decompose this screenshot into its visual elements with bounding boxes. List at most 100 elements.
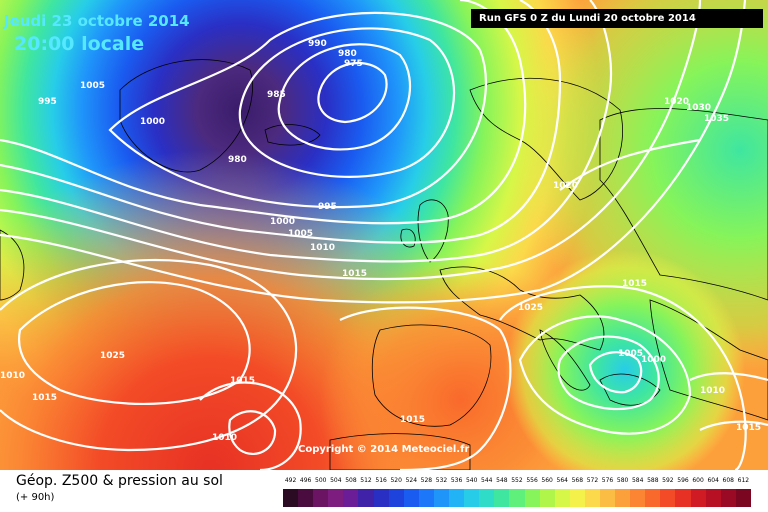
scale-swatch	[554, 489, 570, 507]
scale-value-label: 604	[707, 477, 719, 484]
scale-value-label: 568	[571, 477, 584, 484]
scale-swatch	[599, 489, 616, 507]
scale-swatch	[343, 489, 359, 507]
isobar-label: 1010	[310, 243, 335, 253]
isobar-label: 995	[38, 97, 57, 107]
isobar-label-group: 1005 1000 995 990 980 975 985 980 1000 1…	[0, 39, 761, 443]
color-scale-labels: 492 496 500 504 508 512 516 520 524 528 532 536 540 5…	[283, 477, 751, 487]
scale-swatch	[675, 489, 691, 507]
scale-swatch	[433, 489, 450, 507]
isobar-label: 1015	[342, 269, 367, 279]
isobar-label: 1030	[686, 103, 711, 113]
scale-value-label: 496	[299, 477, 312, 484]
isobar-lines	[0, 0, 768, 470]
scale-swatch	[660, 489, 676, 507]
isobar-label: 1015	[230, 376, 255, 386]
scale-value-label: 596	[677, 477, 689, 484]
scale-swatch	[283, 489, 299, 507]
scale-swatch	[584, 489, 600, 507]
isobar-label: 980	[228, 155, 247, 165]
scale-value-label: 564	[556, 477, 568, 484]
scale-value-label: 528	[420, 477, 433, 484]
isobar-label: 1000	[140, 117, 165, 127]
scale-value-label: 608	[722, 477, 734, 484]
map-canvas: 1005 1000 995 990 980 975 985 980 1000 1…	[0, 0, 768, 470]
legend-bar: Géop. Z500 & pression au sol (+ 90h) 492…	[0, 470, 768, 512]
scale-value-label: 524	[405, 477, 418, 484]
scale-value-label: 580	[616, 477, 629, 484]
scale-swatch	[418, 489, 434, 507]
scale-value-label: 492	[284, 477, 297, 484]
isobar-label: 1010	[0, 371, 25, 381]
isobar-label: 1005	[80, 81, 105, 91]
scale-value-label: 532	[435, 477, 448, 484]
scale-value-label: 544	[481, 477, 493, 484]
isobar-label: 1020	[664, 97, 689, 107]
scale-swatch	[615, 489, 631, 507]
scale-value-label: 500	[315, 477, 327, 484]
mediterranean-low-field	[0, 0, 768, 470]
scale-swatch	[539, 489, 555, 507]
forecast-date: Jeudi 23 octobre 2014	[4, 12, 190, 30]
scale-swatch	[464, 489, 480, 507]
isobar-label: 1000	[641, 355, 666, 365]
scale-value-label: 536	[450, 477, 463, 484]
isobar-label: 1025	[100, 351, 125, 361]
isobar-label: 1015	[32, 393, 57, 403]
scale-swatch	[705, 489, 721, 507]
scale-value-label: 540	[465, 477, 478, 484]
isobar-label: 1035	[704, 114, 729, 124]
isobar-label: 995	[318, 202, 337, 212]
color-scale: 492 496 500 504 508 512 516 520 524 528 532 536 540 5…	[283, 477, 751, 509]
isobar-label: 1010	[212, 433, 237, 443]
scale-swatch	[298, 489, 314, 507]
scale-value-label: 572	[586, 477, 599, 484]
scale-value-label: 516	[375, 477, 387, 484]
scale-value-label: 520	[390, 477, 402, 484]
legend-title: Géop. Z500 & pression au sol	[16, 473, 223, 489]
scale-value-label: 600	[692, 477, 704, 484]
scale-value-label: 552	[511, 477, 523, 484]
scale-swatch	[373, 489, 389, 507]
scale-swatch	[524, 489, 540, 507]
scale-value-label: 560	[541, 477, 553, 484]
scale-value-label: 512	[360, 477, 372, 484]
scale-swatch	[645, 489, 661, 507]
scale-swatch	[509, 489, 525, 507]
scale-value-label: 592	[662, 477, 674, 484]
scale-swatch	[388, 489, 404, 507]
isobar-label: 1020	[553, 181, 578, 191]
scale-swatch	[735, 489, 751, 507]
scale-swatch	[479, 489, 495, 507]
scale-value-label: 504	[330, 477, 342, 484]
isobar-label: 1005	[288, 229, 313, 239]
scale-swatch	[313, 489, 329, 507]
scale-value-label: 588	[647, 477, 659, 484]
weather-map: 1005 1000 995 990 980 975 985 980 1000 1…	[0, 0, 768, 470]
scale-value-label: 508	[345, 477, 357, 484]
isobar-label: 975	[344, 59, 363, 69]
color-scale-swatches	[283, 489, 751, 507]
scale-value-label: 584	[631, 477, 644, 484]
scale-value-label: 548	[496, 477, 508, 484]
scale-swatch	[569, 489, 585, 507]
isobar-label: 1015	[400, 415, 425, 425]
legend-subtitle: (+ 90h)	[16, 492, 55, 503]
isobar-label: 985	[267, 90, 286, 100]
scale-value-label: 576	[601, 477, 614, 484]
isobar-label: 1015	[622, 279, 647, 289]
scale-swatch	[449, 489, 465, 507]
scale-swatch	[690, 489, 706, 507]
isobar-label: 1005	[618, 349, 643, 359]
scale-swatch	[328, 489, 344, 507]
coastlines	[0, 59, 768, 470]
scale-swatch	[720, 489, 736, 507]
isobar-label: 1025	[518, 303, 543, 313]
scale-value-label: 556	[526, 477, 538, 484]
forecast-local-time: 20:00 locale	[14, 33, 145, 55]
isobar-label: 1000	[270, 217, 295, 227]
copyright-notice: Copyright © 2014 Meteociel.fr	[298, 444, 470, 455]
scale-value-label: 612	[737, 477, 750, 484]
scale-swatch	[630, 489, 646, 507]
